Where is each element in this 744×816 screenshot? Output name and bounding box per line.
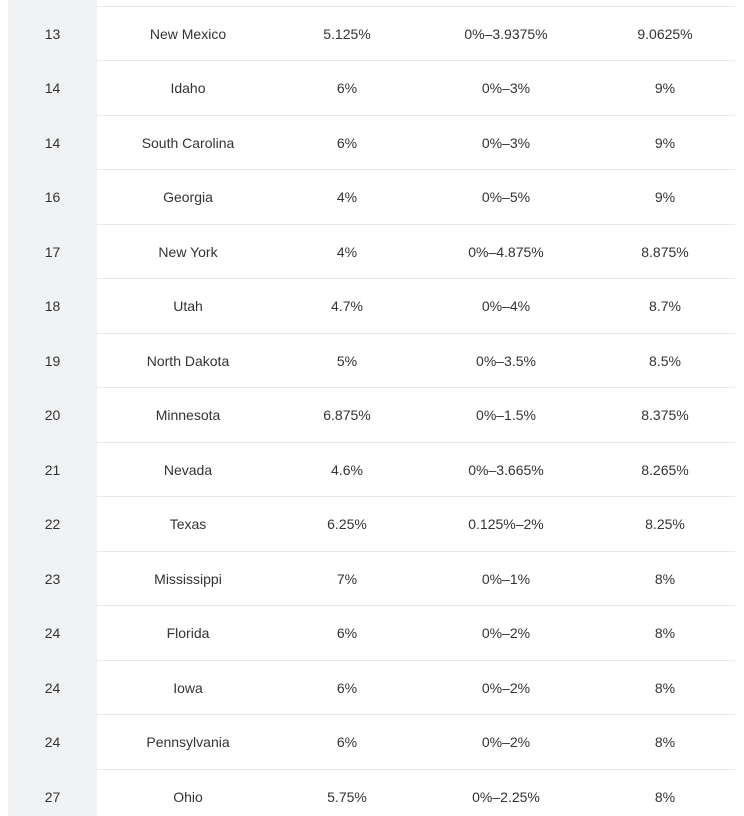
rank-cell: 24 [44, 625, 61, 642]
sales-tax-rankings-table: 13 New Mexico 5.125% 0%–3.9375% 9.0625% … [8, 0, 735, 816]
combined-rate-cell: 8.5% [649, 352, 681, 369]
table-row: 13 New Mexico 5.125% 0%–3.9375% 9.0625% [8, 7, 735, 62]
rank-cell: 21 [44, 461, 61, 478]
rank-cell: 22 [44, 516, 61, 533]
table-row: 22 Texas 6.25% 0.125%–2% 8.25% [8, 497, 735, 552]
rank-cell: 16 [44, 189, 61, 206]
state-cell: Iowa [173, 679, 203, 696]
rank-cell: 13 [44, 25, 61, 42]
local-range-cell: 0%–2.25% [472, 788, 540, 805]
rank-cell: 14 [44, 80, 61, 97]
state-cell: Georgia [163, 189, 213, 206]
combined-rate-cell: 8.7% [649, 298, 681, 315]
state-rate-cell: 6% [336, 625, 358, 642]
table-row: 18 Utah 4.7% 0%–4% 8.7% [8, 279, 735, 334]
state-rate-cell: 6% [336, 80, 358, 97]
local-range-cell: 0%–3% [481, 134, 531, 151]
state-rate-cell: 4% [336, 189, 358, 206]
rank-cell: 20 [44, 407, 61, 424]
rank-cell: 18 [44, 298, 61, 315]
rank-column-background [8, 0, 97, 816]
state-cell: Texas [169, 516, 207, 533]
state-rate-cell: 4.6% [331, 461, 363, 478]
combined-rate-cell: 9% [654, 134, 676, 151]
combined-rate-cell: 8% [654, 734, 676, 751]
table-row: 24 Iowa 6% 0%–2% 8% [8, 661, 735, 716]
local-range-cell: 0%–2% [481, 679, 531, 696]
state-cell: Pennsylvania [146, 734, 230, 751]
state-cell: Minnesota [155, 407, 221, 424]
state-cell: New York [158, 243, 218, 260]
combined-rate-cell: 8% [654, 570, 676, 587]
table-row [8, 0, 735, 7]
table-row: 14 Idaho 6% 0%–3% 9% [8, 61, 735, 116]
combined-rate-cell: 8% [654, 679, 676, 696]
local-range-cell: 0%–1% [481, 570, 531, 587]
state-cell: Idaho [170, 80, 206, 97]
state-cell: South Carolina [141, 134, 235, 151]
local-range-cell: 0%–3.9375% [464, 25, 548, 42]
combined-rate-cell: 8.875% [641, 243, 689, 260]
state-rate-cell: 6.25% [327, 516, 367, 533]
local-range-cell: 0%–3.5% [476, 352, 536, 369]
rank-cell: 24 [44, 734, 61, 751]
local-range-cell: 0.125%–2% [468, 516, 544, 533]
table-row: 27 Ohio 5.75% 0%–2.25% 8% [8, 770, 735, 816]
state-cell: North Dakota [146, 352, 230, 369]
combined-rate-cell: 8.25% [645, 516, 685, 533]
state-cell: Ohio [173, 788, 203, 805]
local-range-cell: 0%–4.875% [468, 243, 544, 260]
rank-cell: 24 [44, 679, 61, 696]
state-rate-cell: 4% [336, 243, 358, 260]
table-row: 20 Minnesota 6.875% 0%–1.5% 8.375% [8, 388, 735, 443]
table-row: 23 Mississippi 7% 0%–1% 8% [8, 552, 735, 607]
state-cell: Florida [166, 625, 210, 642]
state-rate-cell: 5.75% [327, 788, 367, 805]
combined-rate-cell: 8.265% [641, 461, 689, 478]
local-range-cell: 0%–2% [481, 734, 531, 751]
local-range-cell: 0%–1.5% [476, 407, 536, 424]
local-range-cell: 0%–3% [481, 80, 531, 97]
table-row: 21 Nevada 4.6% 0%–3.665% 8.265% [8, 443, 735, 498]
combined-rate-cell: 9.0625% [637, 25, 693, 42]
rank-cell: 23 [44, 570, 61, 587]
state-rate-cell: 4.7% [331, 298, 363, 315]
state-cell: New Mexico [149, 25, 227, 42]
local-range-cell: 0%–5% [481, 189, 531, 206]
state-rate-cell: 7% [336, 570, 358, 587]
state-rate-cell: 6% [336, 134, 358, 151]
state-rate-cell: 6% [336, 679, 358, 696]
table-row: 17 New York 4% 0%–4.875% 8.875% [8, 225, 735, 280]
state-rate-cell: 5% [336, 352, 358, 369]
table-row: 24 Pennsylvania 6% 0%–2% 8% [8, 715, 735, 770]
local-range-cell: 0%–4% [481, 298, 531, 315]
state-cell: Nevada [163, 461, 213, 478]
rank-cell: 17 [44, 243, 61, 260]
table-row: 16 Georgia 4% 0%–5% 9% [8, 170, 735, 225]
combined-rate-cell: 8.375% [641, 407, 689, 424]
combined-rate-cell: 8% [654, 625, 676, 642]
state-rate-cell: 6.875% [323, 407, 371, 424]
state-cell: Utah [173, 298, 203, 315]
state-rate-cell: 6% [336, 734, 358, 751]
rank-cell: 27 [44, 788, 61, 805]
combined-rate-cell: 9% [654, 80, 676, 97]
table-row: 19 North Dakota 5% 0%–3.5% 8.5% [8, 334, 735, 389]
rank-cell: 14 [44, 134, 61, 151]
local-range-cell: 0%–2% [481, 625, 531, 642]
state-cell: Mississippi [154, 570, 222, 587]
local-range-cell: 0%–3.665% [468, 461, 544, 478]
table-row: 24 Florida 6% 0%–2% 8% [8, 606, 735, 661]
combined-rate-cell: 8% [654, 788, 676, 805]
table-row: 14 South Carolina 6% 0%–3% 9% [8, 116, 735, 171]
state-rate-cell: 5.125% [323, 25, 371, 42]
rank-cell: 19 [44, 352, 61, 369]
combined-rate-cell: 9% [654, 189, 676, 206]
